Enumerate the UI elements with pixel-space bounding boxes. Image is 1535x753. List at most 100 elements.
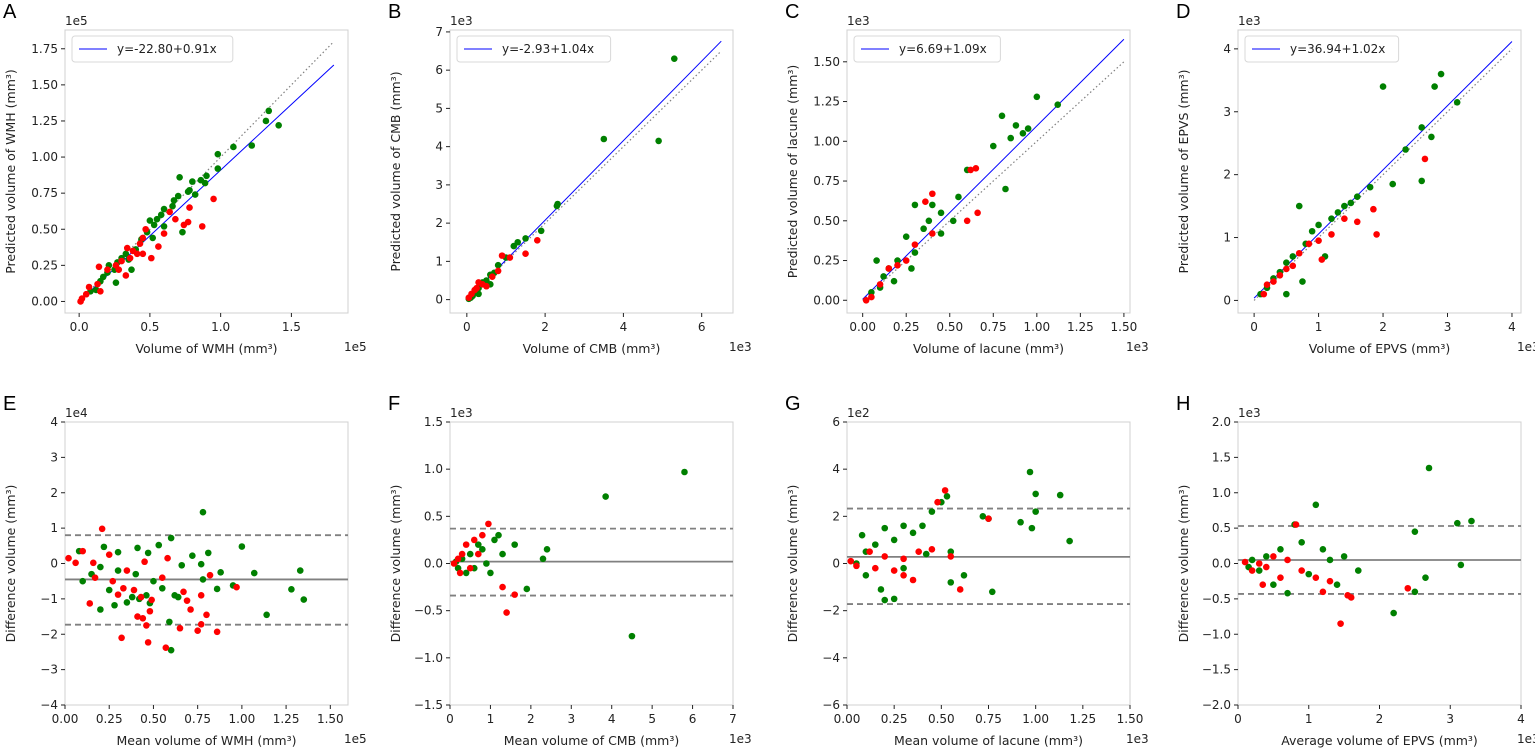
data-point-red xyxy=(881,553,889,560)
x-tick-label: 1.50 xyxy=(1111,320,1138,334)
data-point-green xyxy=(510,242,518,250)
data-point-red xyxy=(86,600,94,607)
y-tick-label: 4 xyxy=(1223,42,1231,56)
data-point-red xyxy=(1241,558,1249,566)
legend: y=36.94+1.02x xyxy=(1244,35,1400,63)
plot-frame xyxy=(64,29,349,314)
data-point-red xyxy=(853,562,860,570)
data-point-green xyxy=(670,55,678,62)
data-point-green xyxy=(1024,125,1032,132)
y-tick-label: 1 xyxy=(1223,231,1231,245)
x-tick-label: 1 xyxy=(1305,712,1313,726)
x-offset-text: 1e3 xyxy=(729,340,752,354)
data-point-red xyxy=(466,564,474,572)
y-tick-label: 1.5 xyxy=(1212,450,1231,464)
data-point-green xyxy=(872,541,879,548)
y-tick-label: −0.5 xyxy=(414,604,443,618)
x-tick-label: 0.0 xyxy=(70,320,89,334)
x-tick-label: 1.25 xyxy=(1067,320,1094,334)
data-point-green xyxy=(960,571,968,579)
data-point-green xyxy=(184,188,192,196)
data-point-red xyxy=(118,634,125,642)
data-point-red xyxy=(213,628,221,636)
data-point-red xyxy=(198,223,206,230)
x-axis-label: Mean volume of lacune (mm³) xyxy=(894,733,1083,748)
data-point-red xyxy=(1319,588,1327,596)
x-tick-label: 5 xyxy=(648,712,656,726)
y-tick-label: 4 xyxy=(435,140,443,154)
data-point-green xyxy=(171,592,178,599)
x-tick-label: 0.75 xyxy=(975,712,1002,726)
data-point-red xyxy=(1305,240,1313,248)
x-offset-text: 1e3 xyxy=(729,732,752,746)
data-point-green xyxy=(929,201,936,209)
data-point-green xyxy=(150,221,158,229)
data-point-green xyxy=(955,193,962,201)
data-point-red xyxy=(90,559,97,567)
data-point-green xyxy=(877,586,885,593)
data-point-red xyxy=(158,574,166,581)
data-point-green xyxy=(160,205,168,213)
data-point-green xyxy=(143,592,150,599)
y-tick-label: 0.75 xyxy=(31,186,58,200)
data-point-red xyxy=(1326,577,1334,585)
data-point-green xyxy=(890,595,898,603)
data-point-red xyxy=(922,198,929,206)
data-point-red xyxy=(974,209,981,217)
data-point-green xyxy=(900,564,907,572)
data-point-green xyxy=(1454,519,1461,527)
data-point-red xyxy=(872,564,879,572)
data-point-green xyxy=(1315,221,1322,229)
y-tick-label: 0 xyxy=(435,293,443,307)
y-tick-label: −2.0 xyxy=(1202,698,1231,712)
regression-line xyxy=(466,40,722,301)
legend: y=6.69+1.09x xyxy=(853,35,1001,63)
data-point-green xyxy=(494,261,502,269)
data-point-green xyxy=(1007,134,1015,142)
data-point-red xyxy=(77,298,84,305)
data-point-red xyxy=(522,250,529,258)
x-tick-label: 2 xyxy=(527,712,535,726)
x-tick-label: 1.25 xyxy=(1069,712,1096,726)
y-tick-label: −1.0 xyxy=(414,651,443,665)
data-point-red xyxy=(470,536,478,544)
data-point-green xyxy=(132,570,140,578)
data-point-green xyxy=(543,546,551,553)
data-point-red xyxy=(1404,584,1412,592)
x-axis-label: Volume of WMH (mm³) xyxy=(135,341,277,356)
x-tick-label: 6 xyxy=(698,320,706,334)
data-point-green xyxy=(881,524,889,532)
data-point-red xyxy=(1292,521,1300,528)
panel-letter: E xyxy=(3,393,16,415)
data-point-red xyxy=(233,583,240,591)
y-tick-label: −2 xyxy=(40,627,58,641)
data-point-red xyxy=(985,515,992,522)
legend-box xyxy=(71,35,234,63)
data-point-red xyxy=(1318,256,1326,263)
x-axis-label: Volume of CMB (mm³) xyxy=(523,341,661,356)
data-point-red xyxy=(164,554,171,562)
data-point-green xyxy=(1033,93,1041,101)
data-point-green xyxy=(1366,183,1374,191)
panel-h: H 0 1 2 3 4 −2.0 −1.5 −1.0 −0.5 0.0 0.5 1.0 1.5 2.0 Ave… xyxy=(1176,393,1535,748)
y-tick-label: 4 xyxy=(50,415,58,429)
data-point-green xyxy=(157,211,165,219)
plot-area xyxy=(862,38,1125,304)
y-tick-label: −6 xyxy=(822,698,840,712)
data-point-green xyxy=(155,541,163,549)
data-point-green xyxy=(275,121,282,129)
data-point-red xyxy=(1263,281,1271,289)
x-offset-text: 1e5 xyxy=(344,340,367,354)
data-point-red xyxy=(929,190,936,198)
data-point-red xyxy=(142,225,149,233)
data-point-green xyxy=(128,266,135,273)
y-tick-label: 4 xyxy=(832,462,840,476)
data-point-red xyxy=(929,230,936,237)
y-tick-label: −1.5 xyxy=(1202,663,1231,677)
data-point-green xyxy=(123,599,131,606)
y-tick-label: 2 xyxy=(1223,168,1231,182)
data-point-green xyxy=(858,531,866,539)
x-tick-label: 0.75 xyxy=(980,320,1007,334)
data-point-green xyxy=(1277,546,1284,553)
data-point-red xyxy=(900,571,907,579)
